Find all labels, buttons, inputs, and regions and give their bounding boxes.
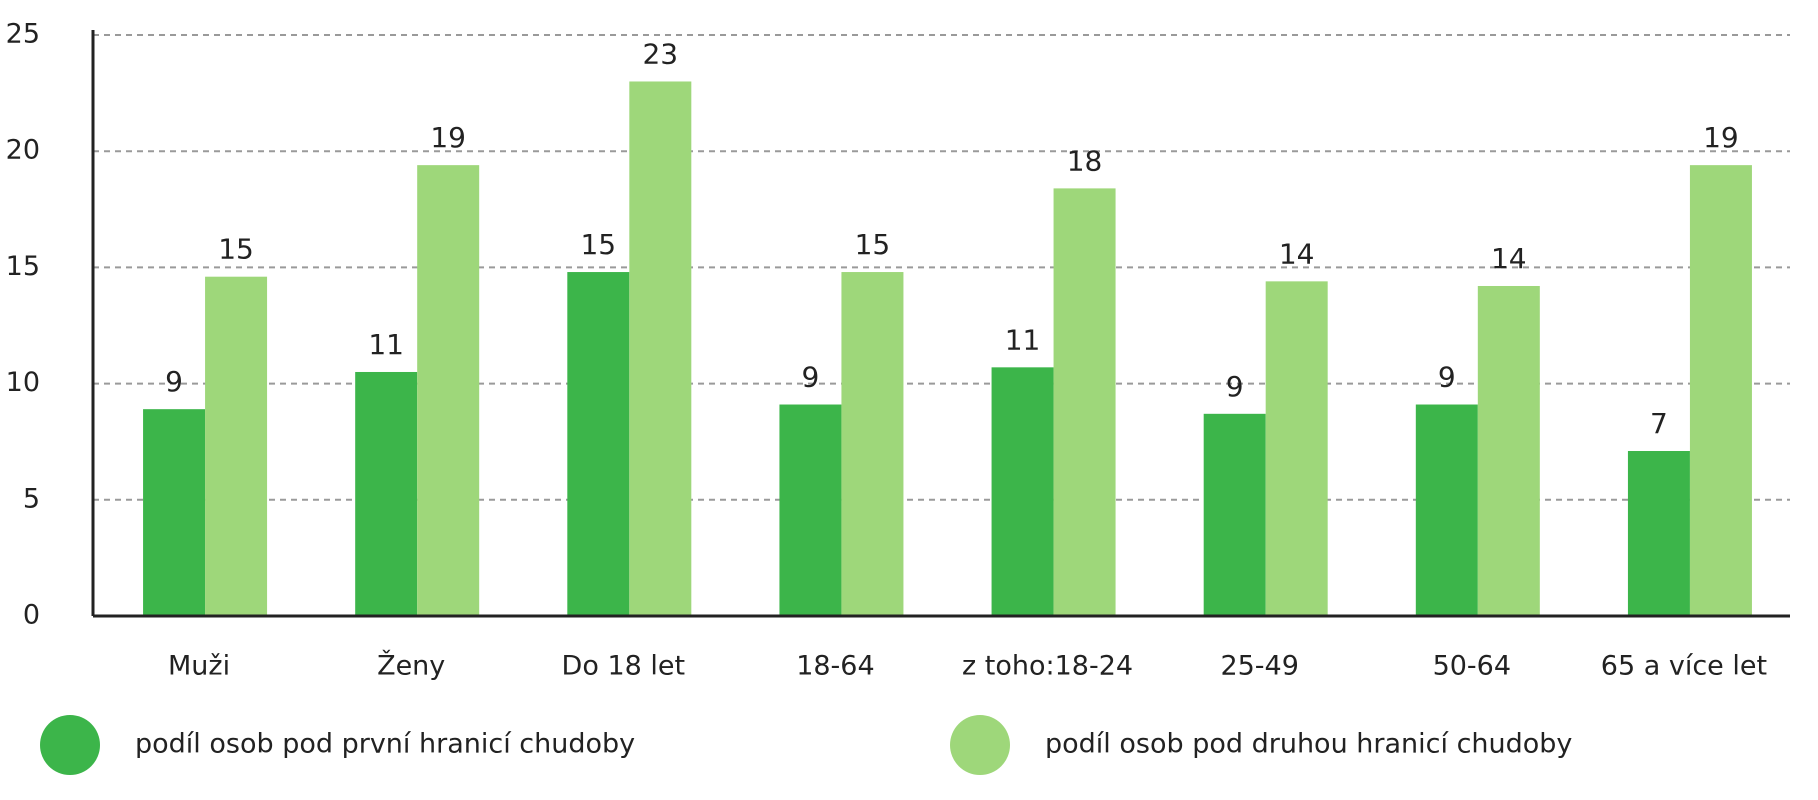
bar	[1265, 281, 1328, 616]
value-label: 23	[642, 37, 678, 70]
bar	[1689, 165, 1752, 617]
x-tick-label: 25-49	[1220, 651, 1298, 682]
value-label: 15	[855, 228, 891, 261]
x-tick-label: 65 a více let	[1601, 651, 1767, 682]
value-label: 7	[1650, 407, 1668, 440]
bar	[841, 272, 904, 616]
bar	[779, 404, 842, 616]
value-label: 9	[1226, 370, 1244, 403]
bar	[1203, 413, 1266, 616]
x-tick-label: z toho:18-24	[962, 651, 1133, 682]
y-tick-label: 15	[6, 251, 40, 282]
y-tick-label: 0	[23, 600, 40, 631]
x-tick-label: Muži	[168, 651, 230, 682]
bar	[567, 272, 630, 616]
bar	[355, 371, 418, 616]
value-label: 15	[218, 233, 254, 266]
y-tick-label: 5	[23, 483, 40, 514]
value-label: 18	[1067, 144, 1103, 177]
legend-swatch	[950, 715, 1010, 775]
legend-label: podíl osob pod první hranicí chudoby	[135, 729, 635, 760]
y-tick-label: 10	[6, 367, 40, 398]
value-label: 11	[1005, 323, 1041, 356]
x-tick-label: 50-64	[1433, 651, 1511, 682]
bar	[205, 276, 268, 616]
value-label: 19	[430, 121, 466, 154]
bar	[1415, 404, 1478, 616]
bar	[1477, 285, 1540, 616]
value-label: 14	[1491, 242, 1527, 275]
bar	[991, 367, 1054, 616]
bar	[143, 409, 206, 616]
value-label: 11	[368, 328, 404, 361]
bar	[417, 165, 480, 617]
value-label: 9	[802, 361, 820, 394]
x-tick-label: Ženy	[377, 650, 445, 682]
value-label: 9	[165, 365, 183, 398]
x-tick-label: Do 18 let	[562, 651, 686, 682]
bar	[1627, 450, 1690, 616]
value-label: 19	[1703, 121, 1739, 154]
bar	[629, 81, 692, 617]
value-label: 14	[1279, 237, 1315, 270]
x-tick-label: 18-64	[796, 651, 874, 682]
legend-swatch	[40, 715, 100, 775]
legend-label: podíl osob pod druhou hranicí chudoby	[1045, 729, 1572, 760]
y-tick-label: 20	[6, 135, 40, 166]
value-label: 9	[1438, 361, 1456, 394]
y-tick-label: 25	[6, 19, 40, 50]
value-label: 15	[580, 228, 616, 261]
bar	[1053, 188, 1116, 616]
